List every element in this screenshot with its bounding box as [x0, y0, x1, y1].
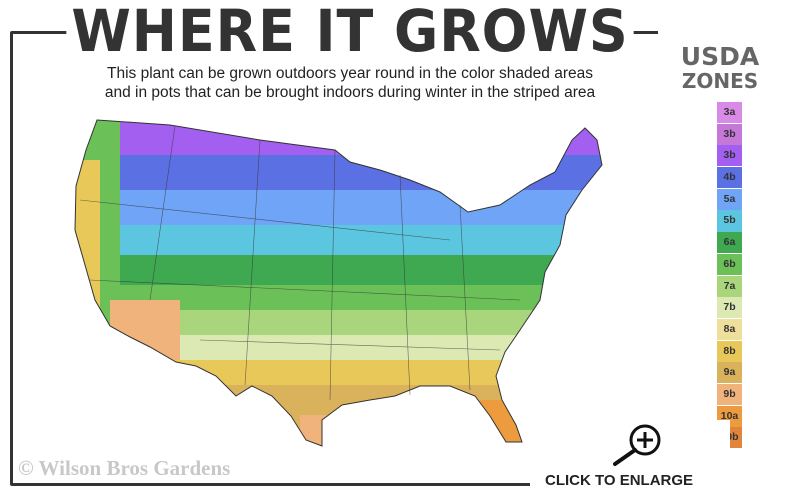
state-borders: [79, 125, 521, 401]
legend-zone-9a: 9a: [717, 362, 742, 384]
legend-title-line-2: ZONES: [681, 69, 759, 93]
subtitle-line-1: This plant can be grown outdoors year ro…: [107, 65, 593, 82]
legend-zone-4b: 4b: [717, 167, 742, 189]
legend-zone-3a: 3a: [717, 102, 742, 124]
legend-zone-8b: 8b: [717, 340, 742, 362]
legend-zone-5b: 5b: [717, 210, 742, 232]
legend-title-line-1: USDA: [680, 42, 760, 71]
legend-zone-5a: 5a: [717, 188, 742, 210]
legend-zone-8a: 8a: [717, 318, 742, 340]
page-title: WHERE IT GROWS: [66, 0, 634, 62]
legend-zone-6a: 6a: [717, 232, 742, 254]
usda-zone-map[interactable]: [60, 105, 620, 450]
legend-title: USDA ZONES: [660, 42, 780, 93]
legend-zone-3b: 3b: [717, 145, 742, 167]
legend-zone-9b: 9b: [717, 383, 742, 406]
zone-legend: 3a3b3b4b5a5b6a6b7a7b8a8b9a9b10a10b: [717, 102, 742, 449]
zone-bands: [75, 120, 602, 446]
legend-zone-7a: 7a: [717, 275, 742, 297]
subtitle-line-2: and in pots that can be brought indoors …: [104, 84, 596, 101]
click-to-enlarge-button[interactable]: CLICK TO ENLARGE: [545, 472, 694, 489]
enlarge-panel: [530, 420, 730, 500]
subtitle: This plant can be grown outdoors year ro…: [45, 64, 655, 102]
legend-zone-3b: 3b: [717, 123, 742, 145]
legend-zone-7b: 7b: [717, 297, 742, 319]
zoom-in-icon[interactable]: [605, 422, 665, 466]
legend-zone-6b: 6b: [717, 253, 742, 275]
watermark: © Wilson Bros Gardens: [18, 456, 231, 480]
